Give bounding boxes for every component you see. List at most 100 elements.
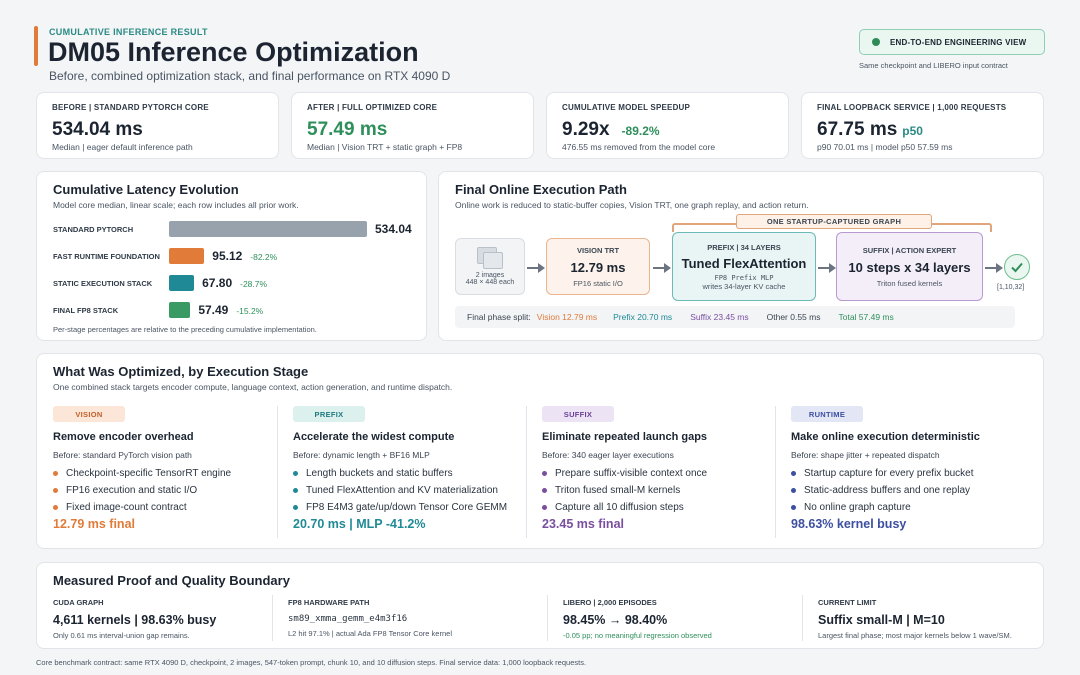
stage-column-runtime: RUNTIME Make online execution determinis… xyxy=(791,406,1031,531)
latency-bar xyxy=(169,221,367,237)
page-title: DM05 Inference Optimization xyxy=(48,37,419,67)
metric-value: 534.04 ms xyxy=(52,119,143,140)
metric-value: 9.29x xyxy=(562,119,610,140)
column-divider xyxy=(775,406,776,538)
column-divider xyxy=(277,406,278,538)
header-kicker: CUMULATIVE INFERENCE RESULT xyxy=(49,27,208,37)
node-note: Triton fused kernels xyxy=(876,278,943,288)
metric-value: 57.49 ms xyxy=(307,119,388,140)
list-item: Startup capture for every prefix bucket xyxy=(791,468,1031,479)
node-label: PREFIX | 34 LAYERS xyxy=(707,242,781,252)
metric-card-after: AFTER | FULL OPTIMIZED CORE 57.49 ms Med… xyxy=(291,92,534,159)
stage-head: Remove encoder overhead xyxy=(53,431,194,443)
split-prefix: Prefix 20.70 ms xyxy=(613,312,673,322)
latency-card: Cumulative Latency Evolution Model core … xyxy=(36,171,427,341)
list-item: Tuned FlexAttention and KV materializati… xyxy=(293,485,518,496)
input-sub: 448 × 448 each xyxy=(465,279,515,286)
metric-card-speedup: CUMULATIVE MODEL SPEEDUP 9.29x -89.2% 47… xyxy=(546,92,789,159)
optimized-card: What Was Optimized, by Execution Stage O… xyxy=(36,353,1044,549)
node-note: writes 34-layer KV cache xyxy=(702,281,786,291)
proof-cell-cuda: CUDA GRAPH 4,611 kernels | 98.63% busy O… xyxy=(53,598,216,640)
footer-note: Core benchmark contract: same RTX 4090 D… xyxy=(36,658,587,667)
arrow-icon xyxy=(818,263,836,273)
node-code: FP8 Prefix MLP xyxy=(714,273,774,282)
stage-column-suffix: SUFFIX Eliminate repeated launch gaps Be… xyxy=(542,406,767,531)
list-item: Capture all 10 diffusion steps xyxy=(542,502,767,513)
stage-head: Accelerate the widest compute xyxy=(293,431,455,443)
bar-value-label: 534.04 xyxy=(375,222,412,236)
proof-cell-libero: LIBERO | 2,000 EPISODES 98.45% → 98.40% … xyxy=(563,598,712,640)
vision-trt-node[interactable]: VISION TRT 12.79 ms FP16 static I/O xyxy=(546,238,650,295)
latency-bar xyxy=(169,275,195,291)
bar-pct-label: -82.2% xyxy=(250,252,278,262)
proof-title: Measured Proof and Quality Boundary xyxy=(53,573,290,588)
prefix-node[interactable]: PREFIX | 34 LAYERS Tuned FlexAttention F… xyxy=(672,232,816,301)
proof-value: 98.45% → 98.40% xyxy=(563,613,668,627)
checkmark-icon xyxy=(1004,254,1030,280)
arrow-icon xyxy=(985,263,1003,273)
metric-sub: Median | Vision TRT + static graph + FP8 xyxy=(307,142,463,152)
stage-before: Before: standard PyTorch vision path xyxy=(53,450,192,460)
arrow-icon xyxy=(527,263,545,273)
node-value: 10 steps x 34 layers xyxy=(848,259,971,275)
bar-category-label: STATIC EXECUTION STACK xyxy=(53,279,153,288)
header-accent-bar xyxy=(34,26,38,66)
bar-value-label: 67.80 xyxy=(202,276,233,290)
proof-card: Measured Proof and Quality Boundary CUDA… xyxy=(36,562,1044,649)
metric-label: BEFORE | STANDARD PYTORCH CORE xyxy=(52,103,209,112)
proof-cell-limit: CURRENT LIMIT Suffix small-M | M=10 Larg… xyxy=(818,598,1012,640)
phase-split-bar: Final phase split: Vision 12.79 ms Prefi… xyxy=(455,306,1015,328)
metric-label: CUMULATIVE MODEL SPEEDUP xyxy=(562,103,691,112)
column-divider xyxy=(547,595,548,641)
optimized-subtitle: One combined stack targets encoder compu… xyxy=(53,382,453,392)
latency-note: Per-stage percentages are relative to th… xyxy=(53,325,317,334)
stage-tag: SUFFIX xyxy=(542,406,614,422)
node-label: SUFFIX | ACTION EXPERT xyxy=(862,245,957,255)
metric-value: 67.75 ms xyxy=(817,119,898,140)
stage-head: Eliminate repeated launch gaps xyxy=(542,431,708,443)
stage-head: Make online execution deterministic xyxy=(791,431,980,443)
node-note: FP16 static I/O xyxy=(573,278,623,288)
view-badge-note: Same checkpoint and LIBERO input contrac… xyxy=(859,61,1008,70)
stage-column-prefix: PREFIX Accelerate the widest compute Bef… xyxy=(293,406,518,531)
list-item: Fixed image-count contract xyxy=(53,502,268,513)
stage-tag: PREFIX xyxy=(293,406,365,422)
list-item: Triton fused small-M kernels xyxy=(542,485,767,496)
stage-before: Before: dynamic length + BF16 MLP xyxy=(293,450,430,460)
proof-sub: Largest final phase; most major kernels … xyxy=(818,631,1012,640)
proof-value: sm89_xmma_gemm_e4m3f16 xyxy=(288,614,408,624)
metric-delta: -89.2% xyxy=(621,124,660,138)
execution-path-card: Final Online Execution Path Online work … xyxy=(438,171,1044,341)
status-dot-icon xyxy=(872,38,880,46)
view-badge[interactable]: END-TO-END ENGINEERING VIEW xyxy=(859,29,1045,55)
bar-value-label: 95.12 xyxy=(212,249,243,263)
metric-label: FINAL LOOPBACK SERVICE | 1,000 REQUESTS xyxy=(817,103,1007,112)
split-total: Total 57.49 ms xyxy=(838,312,894,322)
latency-bar xyxy=(169,248,205,264)
stage-final: 20.70 ms | MLP -41.2% xyxy=(293,517,426,531)
split-other: Other 0.55 ms xyxy=(766,312,821,322)
list-item: FP16 execution and static I/O xyxy=(53,485,268,496)
bar-category-label: FAST RUNTIME FOUNDATION xyxy=(53,252,160,261)
bar-pct-label: -15.2% xyxy=(236,306,264,316)
metric-sub: p90 70.01 ms | model p50 57.59 ms xyxy=(817,142,953,152)
proof-value: 4,611 kernels | 98.63% busy xyxy=(53,613,217,627)
stage-tag: VISION xyxy=(53,406,125,422)
metric-label: AFTER | FULL OPTIMIZED CORE xyxy=(307,103,438,112)
optimized-title: What Was Optimized, by Execution Stage xyxy=(53,364,309,379)
proof-sub: L2 hit 97.1% | actual Ada FP8 Tensor Cor… xyxy=(288,629,452,638)
proof-value: Suffix small-M | M=10 xyxy=(818,613,945,627)
column-divider xyxy=(526,406,527,538)
arrow-icon xyxy=(653,263,671,273)
suffix-node[interactable]: SUFFIX | ACTION EXPERT 10 steps x 34 lay… xyxy=(836,232,983,301)
output-shape: [1,10,32] xyxy=(997,284,1025,291)
metric-sub: Median | eager default inference path xyxy=(52,142,193,152)
list-item: Length buckets and static buffers xyxy=(293,468,518,479)
latency-bar-chart: STANDARD PYTORCH 534.04 FAST RUNTIME FOUND… xyxy=(37,172,428,342)
bar-value-label: 57.49 xyxy=(198,303,229,317)
column-divider xyxy=(272,595,273,641)
bar-category-label: FINAL FP8 STACK xyxy=(53,306,119,315)
node-value: 12.79 ms xyxy=(570,259,626,275)
proof-label: LIBERO | 2,000 EPISODES xyxy=(563,598,657,607)
latency-subtitle: Model core median, linear scale; each ro… xyxy=(53,200,299,210)
